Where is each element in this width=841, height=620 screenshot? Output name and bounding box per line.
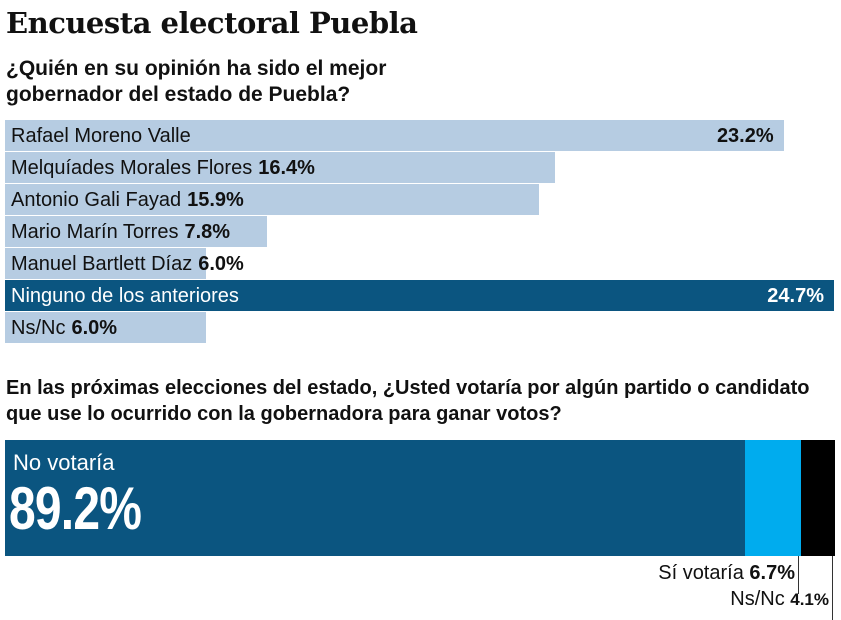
bar-row: Mario Marín Torres 7.8%	[5, 216, 840, 248]
value-label: 6.7%	[749, 562, 795, 584]
stack-segment	[5, 440, 746, 556]
bar	[5, 280, 834, 311]
value-label: 4.1%	[790, 590, 829, 609]
category-label: Ns/Nc	[11, 317, 66, 339]
bar-row: Manuel Bartlett Díaz 6.0%	[5, 248, 840, 280]
stack-segment	[800, 440, 835, 556]
segment-label: Sí votaría 6.7%	[658, 562, 795, 585]
value-label: 15.9%	[187, 189, 244, 211]
bar	[5, 152, 556, 183]
bar	[5, 120, 784, 151]
category-label: Mario Marín Torres	[11, 221, 179, 243]
bar-row: Melquíades Morales Flores 16.4%	[5, 152, 840, 184]
value-label: 89.2%	[9, 475, 142, 542]
bar-row: 24.7% Ninguno de los anteriores	[5, 280, 840, 312]
value-label: 6.0%	[198, 253, 244, 275]
category-label: Rafael Moreno Valle	[11, 125, 191, 147]
bar-label: Mario Marín Torres 7.8%	[11, 221, 230, 244]
bar-label: Rafael Moreno Valle	[11, 125, 191, 148]
value-label: 16.4%	[258, 157, 315, 179]
value-label: 23.2%	[716, 125, 774, 147]
value-label: 7.8%	[184, 221, 231, 243]
bar-label: Manuel Bartlett Díaz 6.0%	[11, 253, 244, 276]
chart-2-title: En las próximas elecciones del estado, ¿…	[6, 377, 810, 425]
bar-row: 23.2% Rafael Moreno Valle	[5, 120, 840, 152]
bar	[5, 312, 207, 343]
bar	[5, 216, 267, 247]
page-title: Encuesta electoral Puebla	[6, 6, 418, 40]
bar	[5, 184, 539, 215]
bar-chart-governors: 23.2% Rafael Moreno Valle Melquíades Moral…	[5, 120, 840, 344]
category-label: Manuel Bartlett Díaz	[11, 253, 193, 275]
stack-segment	[745, 440, 801, 556]
leader-line	[832, 556, 833, 620]
segment-label: Ns/Nc 4.1%	[730, 588, 829, 611]
bar-label: Ninguno de los anteriores	[11, 285, 239, 308]
bar-row: Antonio Gali Fayad 15.9%	[5, 184, 840, 216]
category-label: No votaría	[13, 450, 115, 475]
category-label: Ninguno de los anteriores	[11, 285, 239, 307]
stacked-bar-vote: No votaría 89.2% Sí votaría 6.7% Ns/Nc 4.1%	[5, 440, 835, 620]
category-label: Ns/Nc	[730, 588, 791, 610]
bar	[5, 248, 207, 279]
chart-1-title: ¿Quién en su opinión ha sido el mejor go…	[6, 57, 387, 106]
category-label: Sí votaría	[658, 562, 750, 584]
category-label: Melquíades Morales Flores	[11, 157, 253, 179]
value-label: 24.7%	[767, 285, 824, 307]
bar-row: Ns/Nc 6.0%	[5, 312, 840, 344]
bar-label: Antonio Gali Fayad 15.9%	[11, 189, 244, 212]
category-label: Antonio Gali Fayad	[11, 189, 182, 211]
leader-line	[797, 556, 799, 594]
bar-label: Melquíades Morales Flores 16.4%	[11, 157, 315, 180]
value-label: 6.0%	[71, 317, 118, 339]
bar-label: Ns/Nc 6.0%	[11, 317, 117, 340]
